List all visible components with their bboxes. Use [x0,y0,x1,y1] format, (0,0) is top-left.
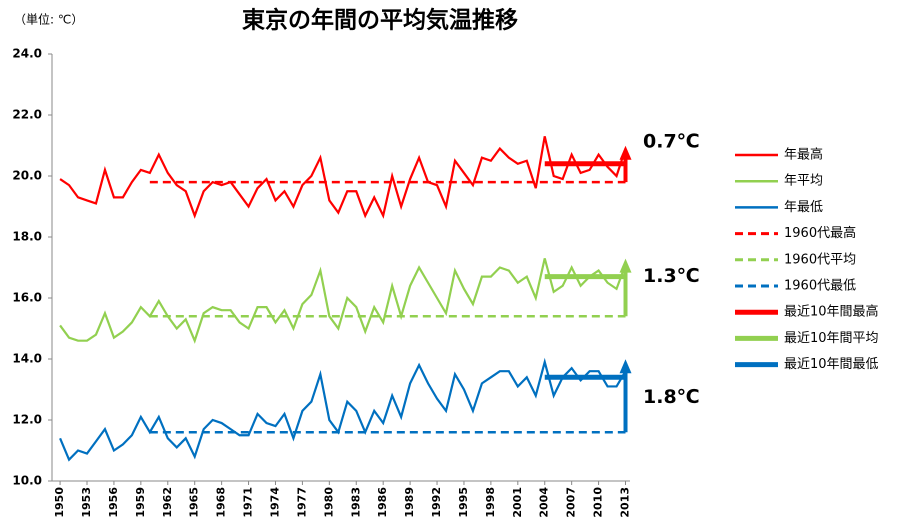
x-tick-label: 2010 [592,487,605,518]
x-tick-label: 1989 [403,487,416,518]
legend-label: 最近10年間平均 [784,331,879,346]
x-tick-label: 1950 [53,487,66,518]
series-line [59,258,627,344]
x-tick-label: 1965 [188,487,201,518]
x-tick-label: 1986 [376,487,389,518]
x-tick-label: 1956 [107,487,120,518]
legend-label: 最近10年間最高 [784,304,879,320]
y-tick-label: 10.0 [12,474,42,488]
x-tick-label: 1968 [215,487,228,518]
x-tick-label: 1971 [242,487,255,518]
x-tick-label: 1974 [268,487,281,518]
legend-label: 年平均 [784,174,823,189]
legend-label: 1960代平均 [784,252,856,267]
chart-title: 東京の年間の平均気温推移 [242,7,518,34]
x-tick-label: 1983 [349,487,362,518]
x-tick-label: 1980 [322,487,335,518]
y-tick-label: 22.0 [12,108,42,122]
y-tick-label: 12.0 [12,413,42,427]
y-tick-label: 14.0 [12,352,42,366]
arrow-head [619,258,632,273]
x-tick-label: 1995 [457,487,470,518]
annotation: 1.8℃ [643,386,700,408]
x-tick-label: 1953 [80,487,93,518]
series-line [59,136,627,219]
x-tick-label: 1998 [484,487,497,518]
y-tick-label: 24.0 [12,47,42,61]
y-tick-label: 20.0 [12,169,42,183]
legend-label: 最近10年間最低 [784,357,879,372]
x-tick-label: 1992 [430,487,443,518]
annotation: 0.7℃ [643,130,700,152]
legend-label: 年最低 [784,200,823,215]
legend-label: 1960代最低 [784,279,856,294]
legend-label: 1960代最高 [784,225,856,241]
series-line [59,357,627,462]
x-tick-label: 2004 [538,487,551,518]
arrow-head [619,359,632,374]
unit-label: （単位: ℃） [14,12,83,27]
y-tick-label: 18.0 [12,230,42,244]
annotation: 1.3℃ [643,265,700,287]
x-tick-label: 1962 [161,487,174,518]
x-tick-label: 1977 [295,487,308,518]
x-tick-label: 2007 [565,487,578,518]
arrow-head [619,145,632,160]
y-tick-label: 16.0 [12,291,42,305]
x-tick-label: 1959 [134,487,147,518]
legend-label: 年最高 [784,147,823,163]
x-tick-label: 2001 [511,487,524,518]
x-tick-label: 2013 [619,487,632,518]
